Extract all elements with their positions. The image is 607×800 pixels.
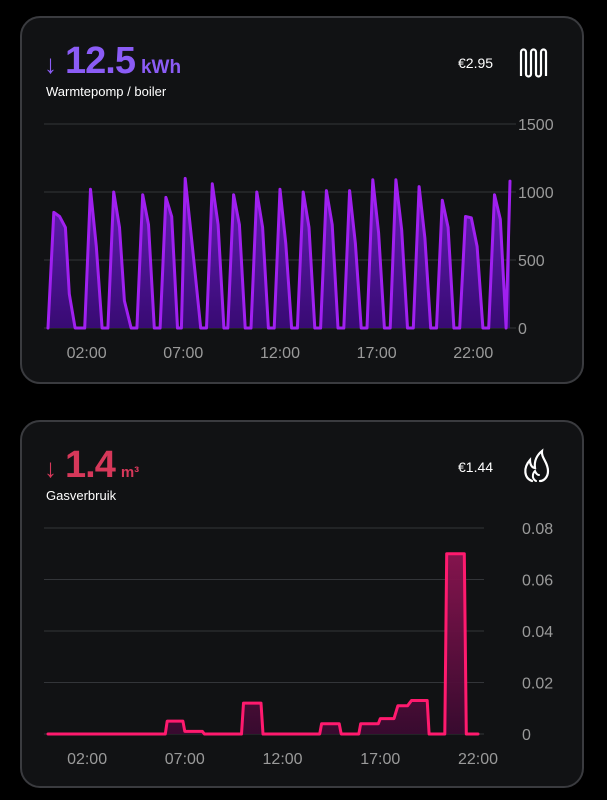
electricity-header: ↓ 12.5 kWh [44, 40, 181, 83]
y-tick-label: 0.04 [522, 624, 553, 641]
x-tick-label: 02:00 [67, 751, 107, 768]
electricity-total: 12.5 [65, 40, 136, 82]
arrow-down-icon: ↓ [44, 49, 57, 79]
electricity-unit: kWh [140, 57, 182, 78]
flame-icon[interactable] [520, 448, 554, 484]
x-tick-label: 22:00 [458, 751, 498, 768]
series-line [46, 552, 480, 736]
electricity-label: Warmtepomp / boiler [46, 84, 167, 99]
gas-total: 1.4 [65, 444, 116, 486]
gas-cost: €1.44 [458, 459, 494, 475]
x-tick-label: 12:00 [263, 751, 303, 768]
x-tick-label: 22:00 [453, 345, 493, 362]
x-tick-label: 07:00 [165, 751, 205, 768]
y-tick-label: 0 [518, 321, 527, 338]
electricity-card[interactable]: ↓ 12.5 kWh Warmtepomp / boiler €2.95 0 50… [20, 16, 584, 384]
gas-header: ↓ 1.4 m³ [44, 444, 139, 487]
x-tick-label: 07:00 [163, 345, 203, 362]
y-tick-label: 1500 [518, 117, 554, 134]
y-tick-label: 0.08 [522, 521, 553, 538]
y-tick-label: 0.02 [522, 676, 553, 693]
series-area [48, 178, 510, 328]
series-line [46, 176, 512, 330]
x-tick-label: 12:00 [260, 345, 300, 362]
x-tick-label: 02:00 [67, 345, 107, 362]
gas-label: Gasverbruik [46, 488, 117, 503]
x-tick-label: 17:00 [360, 751, 400, 768]
radiator-icon[interactable] [518, 46, 552, 80]
y-tick-label: 500 [518, 253, 545, 270]
x-tick-label: 17:00 [357, 345, 397, 362]
electricity-cost: €2.95 [458, 55, 494, 71]
gas-unit: m³ [120, 464, 140, 481]
arrow-down-icon: ↓ [44, 453, 57, 483]
series-area [48, 553, 478, 734]
y-tick-label: 0 [522, 727, 531, 744]
y-tick-label: 1000 [518, 185, 554, 202]
y-tick-label: 0.06 [522, 573, 553, 590]
electricity-chart: 0 500 1000 1500 02:00 07:00 12:00 17:00 22:00 [44, 117, 554, 362]
gas-chart: 0 0.02 0.04 0.06 0.08 02:00 07:00 12:00 17:00 22:… [44, 521, 553, 768]
gas-card[interactable]: ↓ 1.4 m³ Gasverbruik €1.44 0 0.02 0.04 0.06… [20, 420, 584, 788]
